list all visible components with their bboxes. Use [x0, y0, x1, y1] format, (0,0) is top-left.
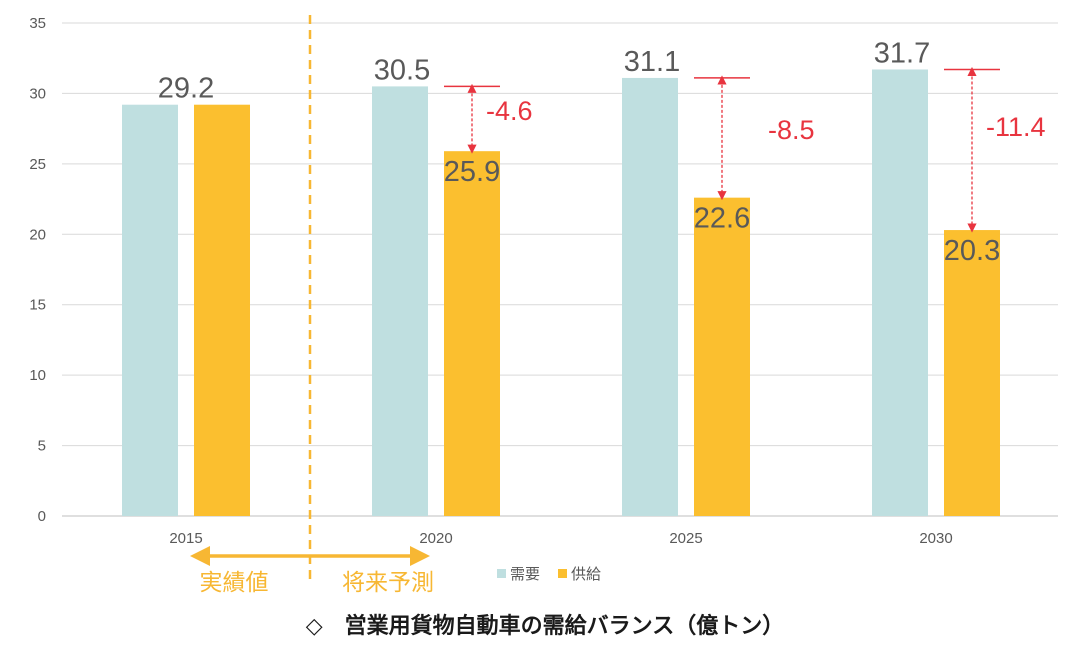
- bar-demand-2025: [622, 77, 678, 516]
- period-actual-label: 実績値: [200, 570, 269, 596]
- legend: 需要 供給: [497, 565, 601, 583]
- y-tick-label: 5: [38, 438, 46, 455]
- gap-annotations: -4.6 -8.5 -11.4: [444, 66, 1046, 233]
- chart-title: ◇ 営業用貨物自動車の需給バランス（億トン）: [306, 613, 784, 639]
- bar-demand-2020: [372, 86, 428, 516]
- y-tick-label: 30: [29, 85, 46, 102]
- period-forecast-label: 将来予測: [342, 570, 434, 596]
- x-tick-label: 2015: [169, 530, 202, 547]
- bars: [122, 69, 1000, 517]
- legend-swatch-supply: [558, 569, 567, 578]
- gap-label-2020: -4.6: [486, 96, 533, 126]
- value-label-demand-2020: 30.5: [374, 54, 430, 86]
- value-label-demand-2015: 29.2: [158, 73, 214, 105]
- right-arrow-icon: [410, 546, 430, 566]
- y-tick-label: 35: [29, 15, 46, 32]
- y-tick-label: 20: [29, 226, 46, 243]
- y-tick-label: 25: [29, 156, 46, 173]
- value-label-supply-2030: 20.3: [944, 235, 1000, 267]
- period-arrows: [190, 546, 430, 566]
- y-tick-label: 15: [29, 297, 46, 314]
- x-tick-label: 2025: [669, 530, 702, 547]
- gap-label-2030: -11.4: [986, 112, 1046, 142]
- bar-demand-2030: [872, 69, 928, 517]
- x-tick-label: 2030: [919, 530, 952, 547]
- data-labels: 29.2 30.5 25.9 31.1 22.6 31.7 20.3: [158, 37, 1000, 267]
- value-label-demand-2025: 31.1: [624, 46, 680, 78]
- legend-label-supply: 供給: [571, 565, 601, 583]
- legend-swatch-demand: [497, 569, 506, 578]
- y-tick-label: 10: [29, 367, 46, 384]
- bar-supply-2020: [444, 151, 500, 516]
- bar-supply-2025: [694, 197, 750, 517]
- bar-supply-2015: [194, 104, 250, 516]
- legend-label-demand: 需要: [510, 565, 540, 583]
- bar-supply-2030: [944, 230, 1000, 516]
- value-label-supply-2020: 25.9: [444, 156, 500, 188]
- value-label-demand-2030: 31.7: [874, 37, 930, 69]
- bar-demand-2015: [122, 104, 178, 516]
- gap-label-2025: -8.5: [768, 115, 815, 145]
- y-axis-ticks: 0 5 10 15 20 25 30 35: [29, 15, 46, 525]
- x-axis-ticks: 2015 2020 2025 2030: [169, 530, 952, 547]
- y-tick-label: 0: [38, 508, 46, 525]
- left-arrow-icon: [190, 546, 210, 566]
- x-tick-label: 2020: [419, 530, 452, 547]
- value-label-supply-2025: 22.6: [694, 203, 750, 235]
